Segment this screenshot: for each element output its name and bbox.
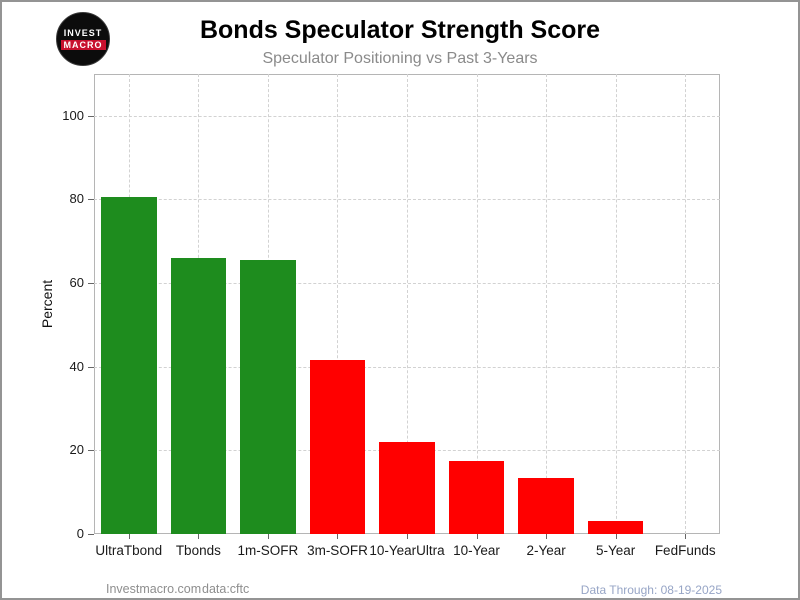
x-tick-label: UltraTbond — [95, 543, 163, 558]
logo-macro-text: MACRO — [60, 40, 106, 50]
y-tick-label: 0 — [76, 526, 84, 541]
bar — [448, 460, 505, 534]
y-tick-mark — [88, 366, 94, 368]
x-tick-label: 5-Year — [596, 543, 636, 558]
x-tick-label: 1m-SOFR — [237, 543, 299, 558]
x-tick-mark — [267, 534, 269, 539]
x-gridline — [685, 74, 687, 534]
footer-data-through: Data Through: 08-19-2025 — [580, 583, 722, 597]
bar — [100, 197, 157, 534]
x-tick-mark — [407, 534, 408, 539]
y-tick-label: 60 — [69, 275, 84, 291]
x-tick-label: 2-Year — [526, 543, 566, 558]
x-tick-label: 10-Year — [453, 543, 500, 558]
x-tick-mark — [476, 534, 478, 539]
x-tick-mark — [546, 534, 548, 539]
x-tick-mark — [685, 534, 687, 539]
bar — [518, 477, 574, 534]
x-tick-mark — [128, 534, 130, 539]
x-tick-mark — [198, 534, 200, 539]
bar — [379, 442, 435, 534]
footer-site-text: Investmacro.com — [106, 582, 202, 596]
x-gridline — [615, 74, 617, 534]
y-tick-label: 20 — [69, 442, 84, 458]
x-gridline — [476, 74, 478, 534]
y-tick-mark — [88, 115, 94, 117]
x-gridline — [337, 74, 339, 534]
x-gridline — [546, 74, 548, 534]
bar — [587, 521, 644, 534]
x-gridline — [407, 74, 408, 534]
y-tick-mark — [88, 199, 94, 201]
y-tick-label: 100 — [62, 107, 84, 123]
chart-title: Bonds Speculator Strength Score — [199, 16, 601, 44]
y-tick-mark — [88, 534, 94, 535]
bar — [170, 258, 227, 534]
x-tick-label: 3m-SOFR — [307, 543, 368, 558]
x-tick-label: Tbonds — [175, 543, 221, 558]
x-tick-mark — [615, 534, 617, 539]
y-tick-mark — [88, 283, 94, 285]
chart-subtitle: Speculator Positioning vs Past 3-Years — [262, 50, 538, 67]
y-tick-label: 80 — [69, 191, 84, 207]
bar — [309, 360, 366, 534]
x-tick-label: FedFunds — [654, 543, 716, 558]
x-tick-label: 10-YearUltra — [369, 543, 445, 558]
footer-data-source: data:cftc — [202, 582, 250, 596]
investmacro-logo: INVEST MACRO — [56, 12, 110, 66]
y-tick-label: 40 — [69, 358, 84, 374]
y-tick-mark — [88, 450, 94, 452]
x-tick-mark — [337, 534, 339, 539]
logo-invest-text: INVEST — [63, 28, 103, 38]
bar — [240, 260, 296, 534]
